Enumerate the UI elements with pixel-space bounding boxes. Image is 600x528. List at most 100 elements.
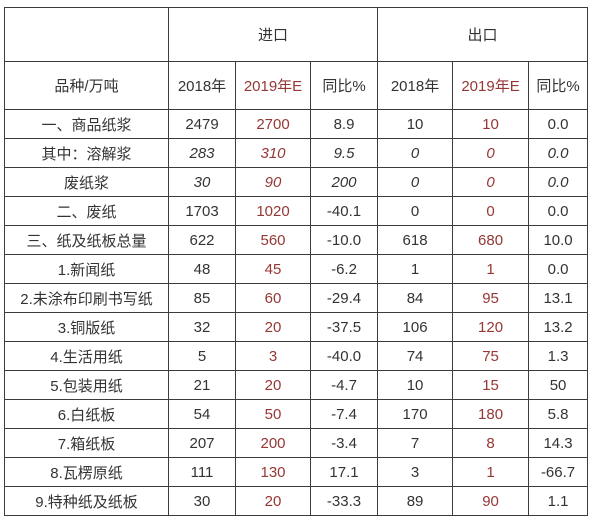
cell-export-2018: 0 [377, 196, 454, 226]
cell-import-2019e: 1020 [235, 196, 311, 226]
cell-import-2019e: 20 [235, 312, 311, 342]
cell-export-2019e: 0 [452, 167, 530, 197]
cell-export-2019e: 15 [452, 370, 530, 400]
corner-label: 品种/万吨 [4, 61, 169, 110]
cell-export-yoy: 50 [528, 370, 589, 400]
sub-header-row: 品种/万吨 2018年 2019年E 同比% 2018年 2019年E 同比% [4, 61, 589, 110]
cell-import-2019e: 130 [235, 457, 311, 487]
row-label: 三、纸及纸板总量 [4, 225, 169, 255]
cell-import-yoy: -40.0 [309, 341, 379, 371]
cell-export-yoy: 1.3 [528, 341, 589, 371]
cell-export-2018: 74 [377, 341, 454, 371]
cell-import-2019e: 2700 [235, 109, 311, 139]
table-row: 三、纸及纸板总量 622 560 -10.0 618 680 10.0 [4, 225, 589, 255]
group-header-export: 出口 [377, 7, 589, 62]
corner-empty-cell [4, 7, 169, 62]
cell-export-2019e: 10 [452, 109, 530, 139]
cell-export-2018: 89 [377, 486, 454, 516]
cell-import-2018: 21 [168, 370, 236, 400]
cell-export-2019e: 680 [452, 225, 530, 255]
header-import-2019e: 2019年E [235, 61, 311, 110]
cell-import-2018: 207 [168, 428, 236, 458]
cell-import-2018: 622 [168, 225, 236, 255]
cell-export-2019e: 0 [452, 196, 530, 226]
row-label: 1.新闻纸 [4, 254, 169, 284]
cell-import-yoy: -33.3 [309, 486, 379, 516]
cell-export-2018: 84 [377, 283, 454, 313]
cell-export-yoy: 0.0 [528, 109, 589, 139]
cell-import-2019e: 200 [235, 428, 311, 458]
cell-import-2019e: 50 [235, 399, 311, 429]
cell-export-2019e: 180 [452, 399, 530, 429]
row-label: 8.瓦楞原纸 [4, 457, 169, 487]
table-row: 8.瓦楞原纸 111 130 17.1 3 1 -66.7 [4, 457, 589, 487]
cell-import-yoy: -3.4 [309, 428, 379, 458]
table-row: 3.铜版纸 32 20 -37.5 106 120 13.2 [4, 312, 589, 342]
cell-import-yoy: 8.9 [309, 109, 379, 139]
row-label: 废纸浆 [4, 167, 169, 197]
row-label: 9.特种纸及纸板 [4, 486, 169, 516]
cell-import-2018: 2479 [168, 109, 236, 139]
cell-import-2018: 85 [168, 283, 236, 313]
cell-import-yoy: 200 [309, 167, 379, 197]
cell-export-2018: 0 [377, 138, 454, 168]
row-label: 4.生活用纸 [4, 341, 169, 371]
table-row: 4.生活用纸 5 3 -40.0 74 75 1.3 [4, 341, 589, 371]
row-label: 2.未涂布印刷书写纸 [4, 283, 169, 313]
cell-export-2019e: 8 [452, 428, 530, 458]
table-row: 废纸浆 30 90 200 0 0 0.0 [4, 167, 589, 197]
cell-export-yoy: 0.0 [528, 254, 589, 284]
cell-import-yoy: -4.7 [309, 370, 379, 400]
group-header-row: 进口 出口 [4, 7, 589, 62]
cell-import-yoy: 17.1 [309, 457, 379, 487]
cell-import-2018: 30 [168, 486, 236, 516]
row-label: 二、废纸 [4, 196, 169, 226]
cell-export-2018: 106 [377, 312, 454, 342]
cell-import-2018: 283 [168, 138, 236, 168]
cell-import-2018: 111 [168, 457, 236, 487]
cell-import-yoy: -40.1 [309, 196, 379, 226]
cell-export-yoy: 0.0 [528, 167, 589, 197]
cell-import-yoy: -29.4 [309, 283, 379, 313]
header-import-yoy: 同比% [309, 61, 379, 110]
cell-export-2019e: 75 [452, 341, 530, 371]
header-import-2018: 2018年 [168, 61, 236, 110]
group-header-import: 进口 [167, 7, 379, 62]
cell-export-2019e: 1 [452, 254, 530, 284]
cell-import-2019e: 560 [235, 225, 311, 255]
row-label: 其中：溶解浆 [4, 138, 169, 168]
cell-import-2019e: 20 [235, 486, 311, 516]
cell-import-2018: 1703 [168, 196, 236, 226]
cell-export-yoy: 0.0 [528, 196, 589, 226]
row-label: 6.白纸板 [4, 399, 169, 429]
cell-import-yoy: 9.5 [309, 138, 379, 168]
cell-export-yoy: -66.7 [528, 457, 589, 487]
table-row: 1.新闻纸 48 45 -6.2 1 1 0.0 [4, 254, 589, 284]
cell-export-2019e: 0 [452, 138, 530, 168]
table-row: 其中：溶解浆 283 310 9.5 0 0 0.0 [4, 138, 589, 168]
cell-export-2018: 0 [377, 167, 454, 197]
cell-export-2019e: 95 [452, 283, 530, 313]
table-body: 一、商品纸浆 2479 2700 8.9 10 10 0.0 其中：溶解浆 28… [4, 109, 589, 516]
header-export-2018: 2018年 [377, 61, 454, 110]
cell-import-yoy: -10.0 [309, 225, 379, 255]
page: 进口 出口 品种/万吨 2018年 2019年E 同比% 2018年 2019年… [4, 7, 589, 516]
header-export-yoy: 同比% [528, 61, 589, 110]
cell-export-yoy: 14.3 [528, 428, 589, 458]
cell-export-2018: 170 [377, 399, 454, 429]
cell-import-yoy: -7.4 [309, 399, 379, 429]
cell-import-2018: 5 [168, 341, 236, 371]
row-label: 一、商品纸浆 [4, 109, 169, 139]
cell-import-2019e: 90 [235, 167, 311, 197]
table-row: 6.白纸板 54 50 -7.4 170 180 5.8 [4, 399, 589, 429]
cell-export-yoy: 13.2 [528, 312, 589, 342]
cell-import-2019e: 45 [235, 254, 311, 284]
cell-export-2018: 7 [377, 428, 454, 458]
cell-import-2019e: 60 [235, 283, 311, 313]
cell-import-2019e: 310 [235, 138, 311, 168]
table-row: 9.特种纸及纸板 30 20 -33.3 89 90 1.1 [4, 486, 589, 516]
cell-import-2018: 30 [168, 167, 236, 197]
cell-export-yoy: 1.1 [528, 486, 589, 516]
cell-export-2018: 1 [377, 254, 454, 284]
cell-export-2019e: 1 [452, 457, 530, 487]
